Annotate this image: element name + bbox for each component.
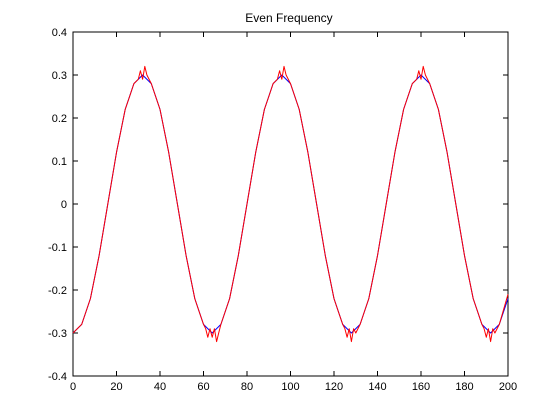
y-tick-label: 0: [61, 199, 67, 211]
x-tick-label: 60: [197, 381, 209, 393]
x-tick-label: 20: [110, 381, 122, 393]
series-layer: [72, 65, 509, 343]
series-line-2: [72, 65, 509, 343]
y-tick-label: -0.4: [48, 371, 67, 383]
x-tick-label: 160: [412, 381, 430, 393]
x-tick-label: 100: [281, 381, 299, 393]
x-tick-label: 140: [368, 381, 386, 393]
y-tick-label: -0.1: [48, 242, 67, 254]
y-tick-label: 0.1: [52, 156, 67, 168]
y-tick-label: 0.4: [52, 27, 67, 39]
plot-area: [72, 31, 509, 377]
x-tick-label: 40: [154, 381, 166, 393]
y-tick-label: -0.2: [48, 285, 67, 297]
y-tick-label: -0.3: [48, 328, 67, 340]
axis-ticks: 0 20 40 60 80 100 120 140 160 180 200 -0.4 -0.3 -0.2 -…: [48, 27, 517, 393]
x-tick-label: 80: [241, 381, 253, 393]
x-tick-label: 180: [455, 381, 473, 393]
x-tick-label: 120: [325, 381, 343, 393]
x-tick-label: 0: [70, 381, 76, 393]
y-tick-label: 0.3: [52, 70, 67, 82]
x-tick-label: 200: [499, 381, 517, 393]
chart-title: Even Frequency: [245, 11, 332, 25]
y-tick-label: 0.2: [52, 113, 67, 125]
